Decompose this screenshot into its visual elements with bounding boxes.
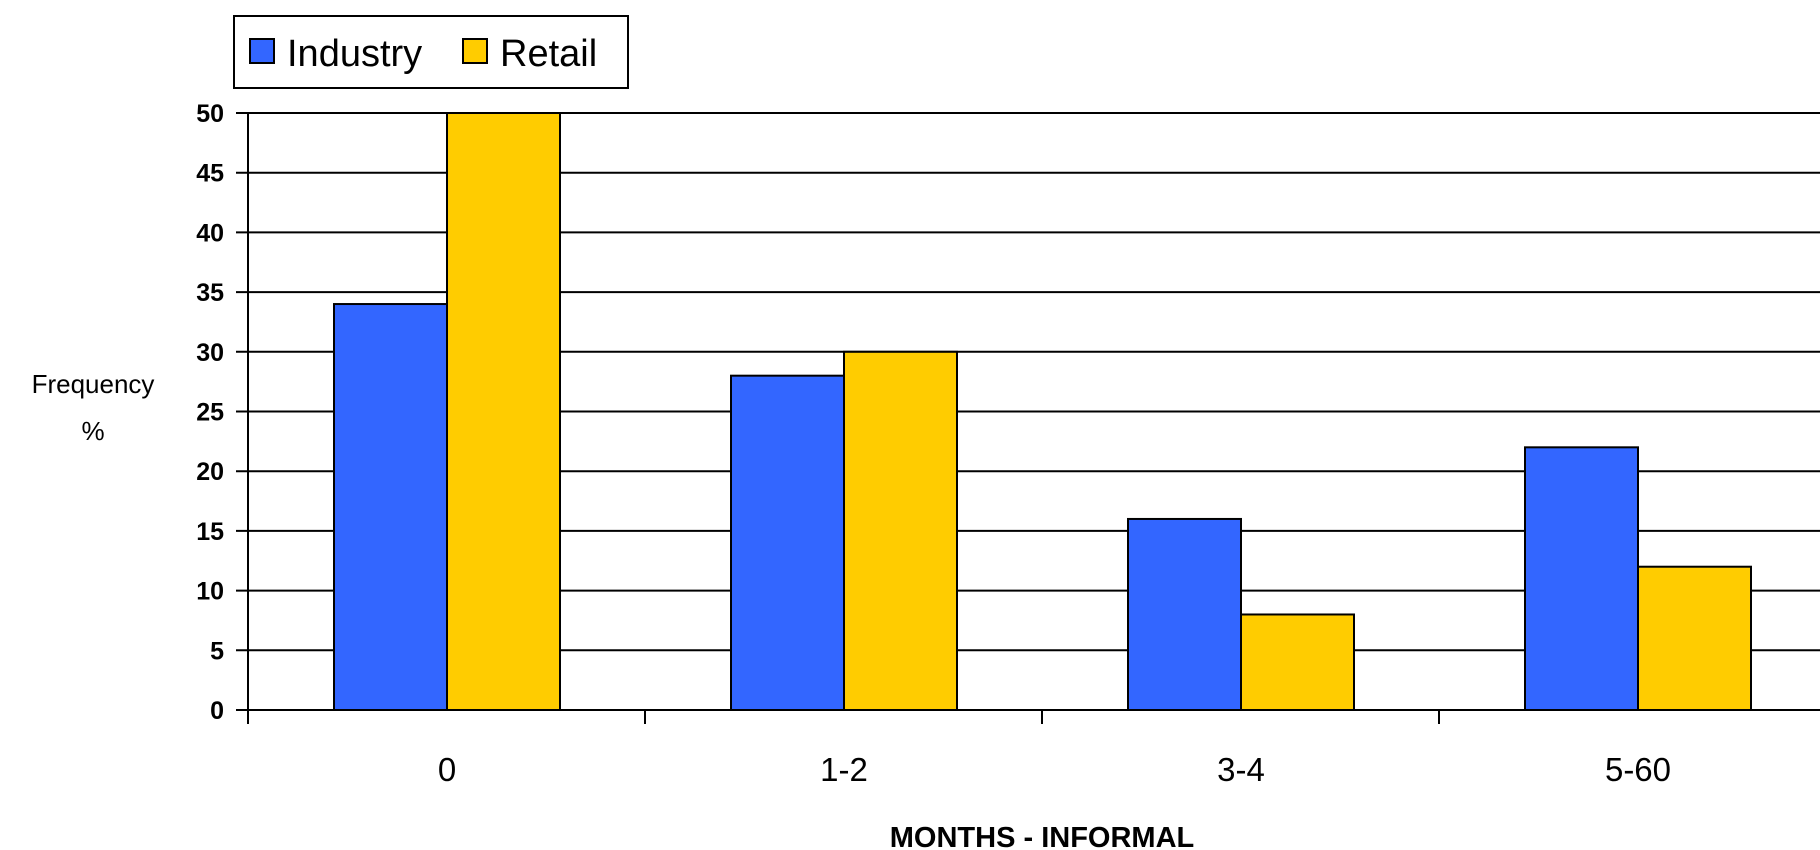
bar-industry-3-4 xyxy=(1127,517,1242,712)
legend-label-retail: Retail xyxy=(500,33,597,75)
y-axis-label-line-2: % xyxy=(81,416,104,446)
bar-retail-3-4 xyxy=(1240,613,1355,711)
y-tick-label-5: 5 xyxy=(210,637,224,665)
legend-label-industry: Industry xyxy=(287,33,422,75)
legend-swatch-industry xyxy=(249,38,275,64)
bar-industry-1-2 xyxy=(730,374,845,711)
legend: Industry Retail xyxy=(233,15,629,89)
x-ticks xyxy=(247,710,1440,724)
bars xyxy=(333,112,1752,712)
y-tick-label-20: 20 xyxy=(196,458,224,486)
bar-retail-5-60 xyxy=(1637,565,1752,711)
y-tick-label-40: 40 xyxy=(196,219,224,247)
y-tick-label-45: 45 xyxy=(196,160,224,188)
y-tick-label-25: 25 xyxy=(196,399,224,427)
y-tick-label-30: 30 xyxy=(196,339,224,367)
bar-industry-0 xyxy=(333,303,448,711)
y-tick-labels: 0 5 10 15 20 25 30 35 40 45 50 xyxy=(196,100,224,725)
legend-swatch-retail xyxy=(462,38,488,64)
y-tick-label-15: 15 xyxy=(196,518,224,546)
x-tick-label-1-2: 1-2 xyxy=(820,751,868,788)
y-tick-label-35: 35 xyxy=(196,279,224,307)
y-tick-label-10: 10 xyxy=(196,578,224,606)
x-tick-label-0: 0 xyxy=(438,751,456,788)
y-axis-label-line-1: Frequency xyxy=(32,369,155,399)
x-tick-label-5-60: 5-60 xyxy=(1605,751,1671,788)
bar-retail-0 xyxy=(446,112,561,711)
x-axis-label: MONTHS - INFORMAL xyxy=(890,822,1194,850)
bar-retail-1-2 xyxy=(843,350,958,711)
axes xyxy=(247,113,1820,711)
bar-industry-5-60 xyxy=(1524,446,1639,711)
y-tick-label-0: 0 xyxy=(210,697,224,725)
x-tick-labels: 0 1-2 3-4 5-60 xyxy=(438,751,1671,788)
legend-box xyxy=(233,15,629,89)
y-tick-label-50: 50 xyxy=(196,100,224,128)
x-tick-label-3-4: 3-4 xyxy=(1217,751,1265,788)
